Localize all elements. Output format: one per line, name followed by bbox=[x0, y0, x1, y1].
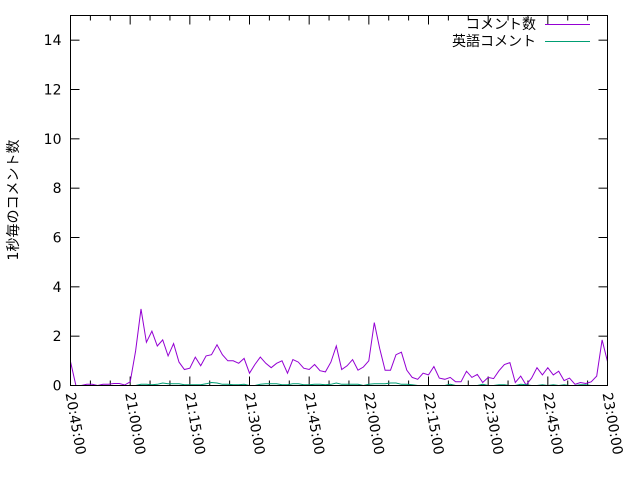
series-lines bbox=[70, 308, 608, 387]
x-tick-label: 22:45:00 bbox=[539, 391, 566, 456]
x-tick-label: 21:00:00 bbox=[121, 391, 148, 456]
y-tick-label: 8 bbox=[53, 181, 62, 197]
y-tick-label: 6 bbox=[53, 231, 62, 247]
x-tick-label: 22:15:00 bbox=[420, 391, 447, 456]
y-axis-label: 1秒毎のコメント数 bbox=[6, 140, 22, 261]
x-tick-label: 22:30:00 bbox=[479, 391, 506, 456]
x-tick-label: 20:45:00 bbox=[62, 391, 89, 456]
y-tick-label: 12 bbox=[44, 83, 62, 99]
x-tick-label: 22:00:00 bbox=[360, 391, 387, 456]
legend: コメント数 英語コメント bbox=[452, 17, 590, 50]
x-tick-label: 23:00:00 bbox=[599, 391, 626, 456]
plot-border bbox=[70, 15, 608, 386]
legend-label-1: 英語コメント bbox=[452, 33, 536, 50]
x-tick-label: 21:15:00 bbox=[181, 391, 208, 456]
x-tick-label: 21:45:00 bbox=[300, 391, 327, 456]
y-tick-label: 4 bbox=[53, 280, 62, 296]
y-tick-label: 0 bbox=[53, 379, 62, 395]
y-tick-label: 14 bbox=[44, 33, 62, 49]
ticks bbox=[70, 15, 608, 386]
x-tick-labels: 20:45:00 21:00:00 21:15:00 21:30:00 21:45:00… bbox=[62, 391, 626, 456]
series-line-1 bbox=[70, 381, 608, 387]
series-line-0 bbox=[70, 308, 608, 387]
x-tick-label: 21:30:00 bbox=[241, 391, 268, 456]
y-tick-label: 2 bbox=[53, 329, 62, 345]
y-tick-label: 10 bbox=[44, 132, 62, 148]
y-tick-labels: 0 2 4 6 8 10 12 14 bbox=[44, 33, 62, 394]
legend-label-0: コメント数 bbox=[466, 17, 536, 33]
